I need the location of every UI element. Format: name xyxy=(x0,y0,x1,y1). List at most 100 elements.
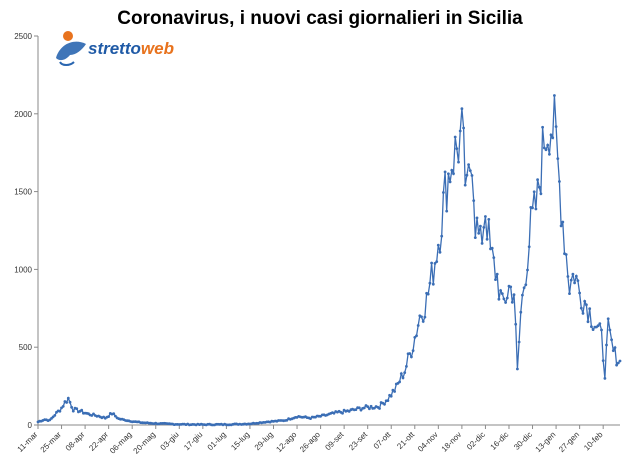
data-point xyxy=(58,409,62,413)
data-point xyxy=(537,185,541,189)
x-tick-label: 23-set xyxy=(347,430,370,453)
x-tick-label: 01-lug xyxy=(206,430,228,452)
data-point xyxy=(448,180,452,184)
data-point xyxy=(114,414,117,418)
data-point xyxy=(526,268,529,272)
data-point xyxy=(571,272,575,276)
y-tick-label: 2500 xyxy=(14,32,32,41)
x-tick-label: 02-dic xyxy=(465,430,487,452)
data-point xyxy=(452,172,455,176)
data-point xyxy=(590,325,593,328)
x-tick-label: 30-dic xyxy=(512,430,534,452)
data-point xyxy=(499,289,502,292)
data-point xyxy=(581,312,585,315)
data-point xyxy=(415,334,418,338)
data-point xyxy=(426,292,430,296)
data-point xyxy=(477,231,481,235)
data-point xyxy=(386,399,390,402)
data-point xyxy=(605,343,608,347)
data-point xyxy=(354,408,358,411)
data-point xyxy=(450,168,454,172)
x-tick-label: 26-ago xyxy=(298,430,322,454)
data-point xyxy=(369,404,373,408)
y-tick-label: 0 xyxy=(28,421,33,430)
data-point xyxy=(603,377,607,380)
data-point xyxy=(532,190,536,194)
data-point xyxy=(542,146,546,150)
data-point xyxy=(524,283,528,287)
data-point xyxy=(615,363,618,367)
chart-title: Coronavirus, i nuovi casi giornalieri in… xyxy=(117,8,523,29)
data-point xyxy=(531,206,534,210)
data-point xyxy=(347,410,351,413)
data-point xyxy=(362,406,366,410)
data-point xyxy=(68,400,72,404)
data-point xyxy=(460,107,464,111)
data-point xyxy=(468,169,472,173)
data-point xyxy=(512,293,516,297)
data-point xyxy=(613,346,617,349)
x-tick-label: 18-nov xyxy=(440,430,464,454)
data-point xyxy=(465,173,469,177)
data-point xyxy=(383,402,386,406)
data-point xyxy=(616,361,620,365)
data-point xyxy=(445,209,449,213)
data-point xyxy=(467,163,470,167)
data-point xyxy=(548,152,551,156)
x-tick-label: 12-ago xyxy=(274,430,298,454)
data-point xyxy=(553,94,556,97)
data-point xyxy=(421,320,425,323)
data-point xyxy=(401,376,405,380)
data-point xyxy=(608,328,612,332)
data-point xyxy=(403,371,407,374)
data-point xyxy=(559,224,563,228)
data-point xyxy=(610,338,613,342)
data-point xyxy=(66,396,70,400)
data-point xyxy=(480,242,484,245)
data-point xyxy=(442,191,445,194)
data-point xyxy=(546,143,550,147)
data-point xyxy=(618,359,622,363)
data-point xyxy=(541,125,544,129)
x-tick-label: 16-dic xyxy=(489,430,511,452)
data-point xyxy=(416,324,420,327)
data-point xyxy=(490,246,494,250)
data-point xyxy=(569,278,573,282)
data-point xyxy=(65,401,68,404)
data-point xyxy=(527,245,531,249)
data-point xyxy=(433,262,437,265)
data-point xyxy=(568,292,571,295)
data-point xyxy=(485,237,489,241)
data-point xyxy=(393,390,396,393)
data-point xyxy=(431,282,435,286)
data-point xyxy=(436,243,440,247)
data-point xyxy=(70,405,73,409)
sicily-logo-icon xyxy=(56,31,86,66)
data-point xyxy=(420,315,423,319)
data-point xyxy=(536,178,539,182)
data-point xyxy=(107,415,110,418)
x-tick-label: 10-feb xyxy=(582,430,605,453)
data-point xyxy=(492,256,496,259)
data-point xyxy=(479,224,482,228)
data-point xyxy=(564,253,568,256)
data-point xyxy=(366,405,370,409)
data-point xyxy=(470,174,474,177)
logo-text-web: web xyxy=(141,39,174,58)
data-point xyxy=(332,411,336,415)
data-point xyxy=(504,301,507,304)
data-point xyxy=(576,279,580,282)
x-tick-label: 04-nov xyxy=(416,430,440,454)
x-tick-label: 06-mag xyxy=(108,430,134,456)
data-point xyxy=(378,407,381,410)
data-point xyxy=(472,199,476,203)
data-point xyxy=(80,408,84,412)
data-point xyxy=(579,306,583,310)
data-point xyxy=(494,278,497,281)
x-tick-label: 09-set xyxy=(323,430,346,453)
x-tick-label: 27-gen xyxy=(557,430,581,454)
data-point xyxy=(455,147,459,151)
data-point xyxy=(591,328,595,331)
data-point xyxy=(443,170,447,174)
